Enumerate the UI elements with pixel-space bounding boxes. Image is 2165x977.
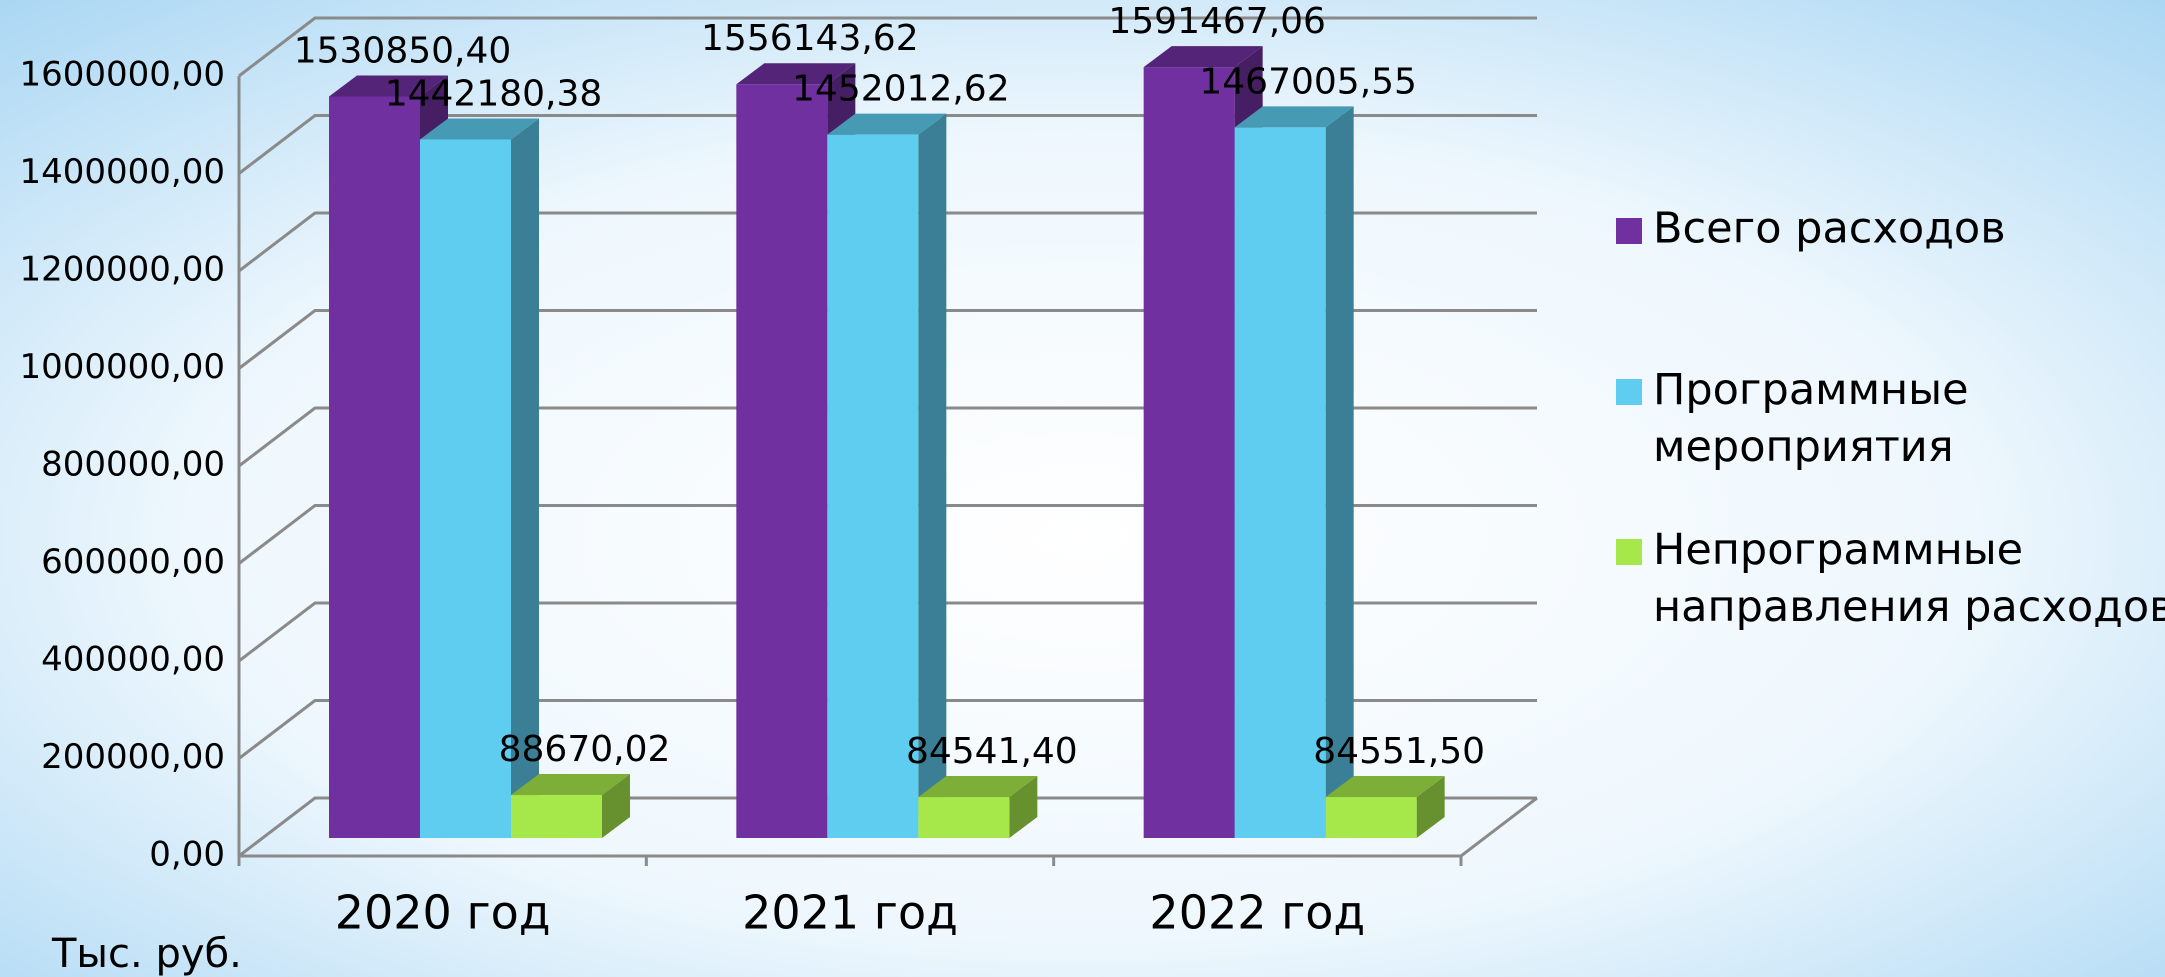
grid-line xyxy=(238,796,1537,858)
grid-line xyxy=(238,504,1537,565)
legend-swatch xyxy=(1616,379,1642,405)
bar-top xyxy=(511,774,630,796)
legend-swatch xyxy=(1616,218,1642,244)
bar xyxy=(1234,106,1354,838)
bar-top xyxy=(918,776,1038,798)
bar-side xyxy=(1325,106,1354,838)
bar xyxy=(827,113,947,838)
bar-side xyxy=(1416,776,1445,838)
legend-label: Всего расходов xyxy=(1653,204,2006,254)
bar-front xyxy=(420,139,511,839)
data-label: 88670,02 xyxy=(499,729,671,770)
grid-line xyxy=(238,211,1537,273)
y-tick-label: 0,00 xyxy=(149,835,225,875)
y-tick-label: 800000,00 xyxy=(41,445,225,485)
data-label: 1442180,38 xyxy=(385,73,603,114)
data-label: 1556143,62 xyxy=(701,18,919,59)
data-label: 84551,50 xyxy=(1313,731,1485,772)
bar-top xyxy=(420,118,539,140)
x-tick-label: 2021 год xyxy=(742,886,958,940)
bar-top xyxy=(1143,46,1263,68)
y-tick-label: 1000000,00 xyxy=(20,347,226,387)
y-tick-label: 1600000,00 xyxy=(20,55,226,95)
bar-front xyxy=(1234,127,1326,838)
bar-front xyxy=(329,96,420,839)
grid-line xyxy=(238,699,1537,760)
bar-side xyxy=(918,113,947,838)
y-tick-label: 400000,00 xyxy=(41,640,225,680)
legend-line: мероприятия xyxy=(1653,422,1954,472)
grid-line xyxy=(238,406,1537,468)
bar-front xyxy=(736,84,828,839)
data-label: 1452012,62 xyxy=(792,69,1010,110)
grid-line xyxy=(238,309,1537,370)
bar-front xyxy=(827,134,919,838)
y-tick-label: 1400000,00 xyxy=(20,152,226,192)
bar-top xyxy=(1234,106,1354,128)
x-tick-label: 2020 год xyxy=(335,886,551,940)
bar-front xyxy=(1143,67,1235,839)
bar xyxy=(420,118,539,839)
legend-swatch xyxy=(1616,539,1642,565)
legend-line: Программные xyxy=(1653,365,1969,415)
legend-label: Непрограммные направления расходов xyxy=(1653,525,2165,632)
y-tick-label: 1200000,00 xyxy=(20,250,226,290)
grid-line xyxy=(238,114,1537,175)
bar xyxy=(511,774,630,838)
data-label: 1591467,06 xyxy=(1108,1,1326,42)
bar xyxy=(1325,776,1445,838)
y-tick-label: 200000,00 xyxy=(41,737,225,777)
data-label: 1530850,40 xyxy=(294,30,512,71)
legend-line: направления расходов xyxy=(1653,582,2165,632)
bar-front xyxy=(511,795,602,838)
grid-line xyxy=(238,16,1537,78)
bar-side xyxy=(602,774,630,838)
x-tick-label: 2022 год xyxy=(1149,886,1365,940)
unit-label: Тыс. руб. xyxy=(51,931,242,977)
y-tick-label: 600000,00 xyxy=(41,542,225,582)
bar-side xyxy=(511,118,539,839)
bar-top xyxy=(736,63,856,85)
bar xyxy=(918,776,1038,838)
data-label: 1467005,55 xyxy=(1199,61,1417,102)
bar-top xyxy=(329,75,448,97)
bar-side xyxy=(1009,776,1038,838)
legend-line: Непрограммные xyxy=(1653,525,2023,575)
bar-top xyxy=(827,113,947,135)
bar-top xyxy=(1325,776,1445,798)
grid-line xyxy=(238,601,1537,663)
data-label: 84541,40 xyxy=(906,731,1078,772)
legend-label: Программные мероприятия xyxy=(1653,365,1969,472)
bar-front xyxy=(1325,797,1417,838)
bar-front xyxy=(918,797,1010,838)
